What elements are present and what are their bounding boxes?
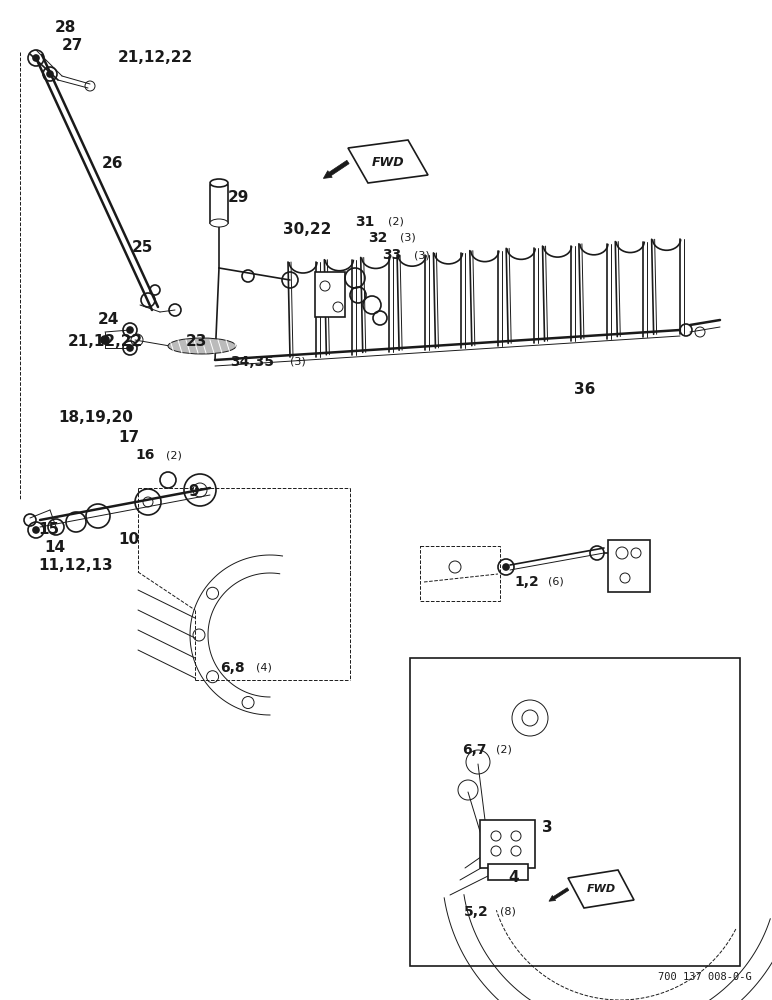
Text: 16: 16 [135, 448, 154, 462]
Text: 36: 36 [574, 382, 595, 397]
Text: 21,12,22: 21,12,22 [118, 50, 193, 66]
Text: 30,22: 30,22 [283, 223, 331, 237]
Circle shape [127, 327, 133, 333]
Ellipse shape [210, 219, 228, 227]
Text: (3): (3) [400, 233, 416, 243]
Bar [480, 820, 535, 868]
Ellipse shape [168, 338, 236, 354]
Text: 9: 9 [188, 485, 198, 499]
Text: 23: 23 [186, 334, 208, 350]
Text: 6,8: 6,8 [220, 661, 245, 675]
Circle shape [47, 71, 53, 77]
Circle shape [127, 345, 133, 351]
Circle shape [33, 55, 39, 61]
Text: 31: 31 [355, 215, 374, 229]
Text: 3: 3 [542, 820, 553, 836]
Text: 33: 33 [382, 248, 401, 262]
Ellipse shape [210, 179, 228, 187]
Text: (4): (4) [256, 663, 272, 673]
Bar [210, 185, 228, 223]
Text: 25: 25 [132, 240, 154, 255]
Circle shape [33, 527, 39, 533]
Polygon shape [568, 870, 634, 908]
Text: (3): (3) [414, 250, 430, 260]
Bar [420, 546, 500, 601]
Text: FWD: FWD [371, 155, 405, 168]
Text: (8): (8) [500, 907, 516, 917]
Text: 18,19,20: 18,19,20 [58, 410, 133, 426]
Text: 4: 4 [508, 870, 519, 886]
Text: FWD: FWD [587, 884, 615, 894]
Text: 24: 24 [98, 312, 120, 328]
Text: (2): (2) [166, 450, 182, 460]
Text: 17: 17 [118, 430, 139, 446]
Text: 700 137 008-0-G: 700 137 008-0-G [659, 972, 752, 982]
Text: 11,12,13: 11,12,13 [38, 558, 113, 574]
Text: 32: 32 [368, 231, 388, 245]
Text: (2): (2) [496, 745, 512, 755]
Circle shape [503, 564, 509, 570]
Text: 15: 15 [38, 522, 59, 538]
Text: 29: 29 [228, 190, 249, 206]
Text: 26: 26 [102, 155, 124, 170]
Text: (6): (6) [548, 577, 564, 587]
FancyArrow shape [323, 160, 349, 178]
Text: 28: 28 [55, 20, 76, 35]
Circle shape [101, 336, 109, 344]
Polygon shape [348, 140, 428, 183]
Bar [410, 658, 740, 966]
Text: (3): (3) [290, 357, 306, 367]
Bar [488, 864, 528, 880]
Text: (2): (2) [388, 217, 404, 227]
Bar [315, 272, 345, 317]
Text: 14: 14 [44, 540, 65, 556]
FancyArrow shape [549, 888, 569, 901]
Text: 6,7: 6,7 [462, 743, 486, 757]
Text: 27: 27 [62, 38, 83, 53]
Text: 10: 10 [118, 532, 139, 548]
Text: 1,2: 1,2 [514, 575, 539, 589]
Text: 21,12,22: 21,12,22 [68, 334, 144, 350]
Text: 5,2: 5,2 [464, 905, 489, 919]
Text: 34,35: 34,35 [230, 355, 274, 369]
Bar [608, 540, 650, 592]
